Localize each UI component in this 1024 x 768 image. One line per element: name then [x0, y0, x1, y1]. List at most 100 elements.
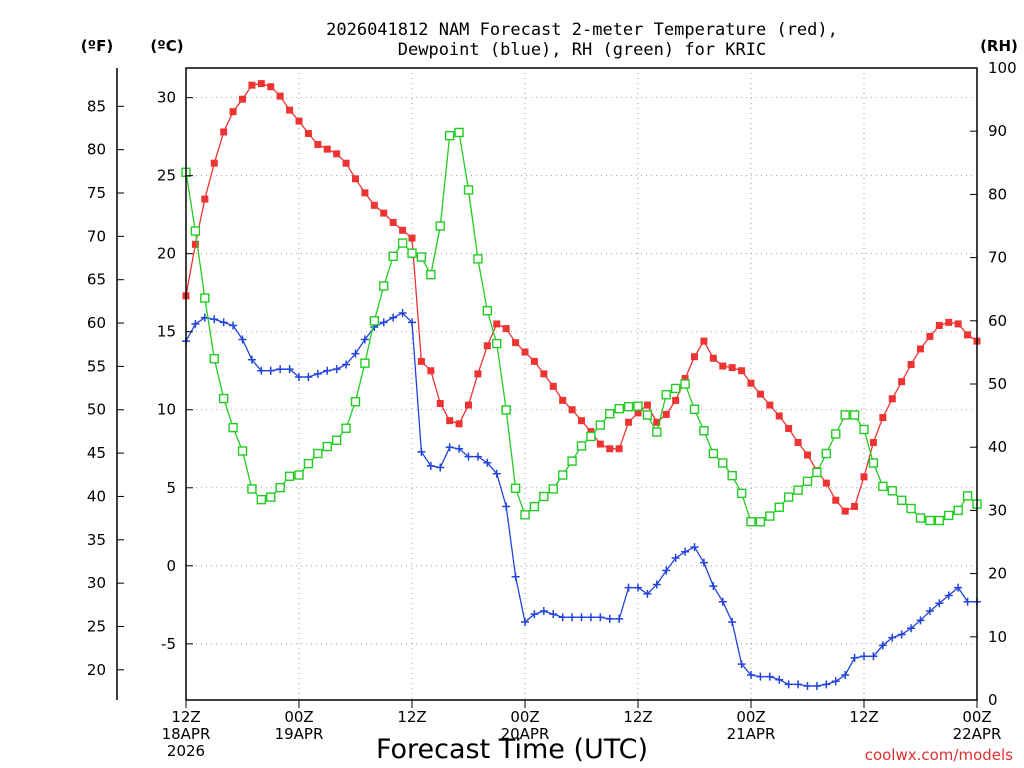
temperature-point: [587, 428, 595, 436]
x-tick-label: 00Z: [736, 708, 765, 726]
x-tick-label: 20APR: [501, 725, 550, 743]
rh-point: [802, 476, 813, 487]
x-tick-label: 00Z: [510, 708, 539, 726]
rh-point: [831, 429, 841, 439]
rh-point: [218, 393, 229, 404]
rh-point: [887, 486, 897, 496]
dewpoint-point: [530, 610, 539, 619]
rh-point: [689, 404, 700, 414]
dewpoint-point: [568, 613, 577, 622]
dewpoint-point: [577, 613, 586, 622]
rh-point: [925, 515, 935, 526]
temperature-point: [841, 507, 849, 515]
rh-point: [774, 502, 784, 512]
celsius-tick-label: 20: [157, 245, 176, 263]
temperature-point: [822, 479, 830, 487]
temperature-point: [578, 417, 585, 425]
dewpoint-point: [276, 365, 285, 374]
temperature-point: [286, 106, 294, 114]
temperature-point: [342, 159, 350, 167]
rh-point: [783, 492, 794, 502]
rh-point: [953, 505, 963, 516]
dewpoint-point: [888, 633, 897, 642]
rh-point: [727, 470, 737, 481]
dewpoint-point: [831, 677, 840, 686]
rh-point: [812, 467, 822, 478]
temperature-point: [860, 473, 868, 481]
dewpoint-point: [247, 355, 256, 364]
x-tick-label: 00Z: [284, 708, 313, 726]
grid-layer: [186, 68, 977, 700]
rh-point: [699, 426, 709, 436]
dewpoint-point: [304, 372, 313, 381]
dewpoint-point: [850, 653, 859, 662]
dewpoint-point: [408, 318, 416, 327]
dewpoint-series: [182, 308, 981, 690]
dewpoint-point: [634, 583, 642, 592]
temperature-point: [389, 218, 397, 226]
rh-tick-label: 40: [988, 438, 1007, 456]
temperature-point: [615, 445, 623, 453]
dewpoint-point: [351, 349, 360, 358]
temperature-point: [220, 128, 228, 136]
rh-point: [652, 427, 662, 437]
celsius-tick-label: 0: [166, 557, 176, 575]
rh-point: [896, 495, 907, 505]
dewpoint-point: [417, 447, 426, 456]
fahrenheit-tick-label: 60: [87, 314, 106, 332]
temperature-point: [568, 406, 576, 414]
temperature-point: [917, 345, 924, 353]
temperature-point: [691, 353, 698, 361]
temperature-point: [596, 440, 604, 448]
fahrenheit-tick-label: 35: [87, 531, 106, 549]
dewpoint-point: [681, 547, 690, 556]
temperature-point: [794, 439, 802, 447]
fahrenheit-tick-label: 30: [87, 574, 106, 592]
temperature-point: [738, 367, 746, 375]
dewpoint-point: [944, 591, 953, 600]
rh-point: [548, 484, 558, 494]
temperature-point: [361, 189, 369, 197]
temperature-point: [879, 414, 887, 422]
dewpoint-point: [841, 671, 850, 680]
rh-point: [492, 338, 502, 349]
rh-point: [397, 238, 408, 248]
rh-point: [906, 503, 916, 514]
temperature-point: [408, 234, 416, 242]
dewpoint-point: [605, 614, 614, 623]
x-axis-label: Forecast Time (UTC): [376, 734, 648, 765]
x-tick-label: 12Z: [397, 708, 426, 726]
x-tick-label: 12Z: [849, 708, 878, 726]
dewpoint-point: [229, 321, 238, 330]
temperature-point: [417, 357, 425, 365]
temperature-point: [295, 117, 303, 125]
dewpoint-point: [709, 582, 718, 591]
dewpoint-point: [521, 617, 529, 626]
rh-point: [623, 402, 634, 412]
rh-point: [510, 483, 521, 493]
fahrenheit-tick-label: 80: [87, 141, 106, 159]
fahrenheit-tick-label: 25: [87, 617, 106, 635]
dewpoint-point: [860, 652, 868, 661]
temperature-point: [935, 321, 943, 329]
temperature-point: [257, 80, 265, 88]
dewpoint-point: [812, 681, 821, 690]
x-tick-label: 2026: [167, 742, 205, 760]
rh-point: [303, 458, 314, 469]
temperature-point: [869, 439, 877, 447]
dewpoint-point: [502, 502, 511, 511]
fahrenheit-tick-label: 85: [87, 97, 106, 115]
dewpoint-point: [492, 469, 501, 478]
temperature-point: [521, 348, 529, 356]
temperature-point: [672, 396, 680, 404]
rh-tick-label: 0: [988, 691, 998, 709]
rh-point: [605, 409, 615, 419]
dewpoint-point: [445, 443, 454, 452]
dewpoint-point: [756, 672, 765, 681]
temperature-point: [323, 145, 331, 153]
rh-point: [849, 410, 860, 420]
rh-point: [595, 420, 606, 430]
x-tick-label: 12Z: [171, 708, 200, 726]
dewpoint-point: [662, 566, 671, 575]
